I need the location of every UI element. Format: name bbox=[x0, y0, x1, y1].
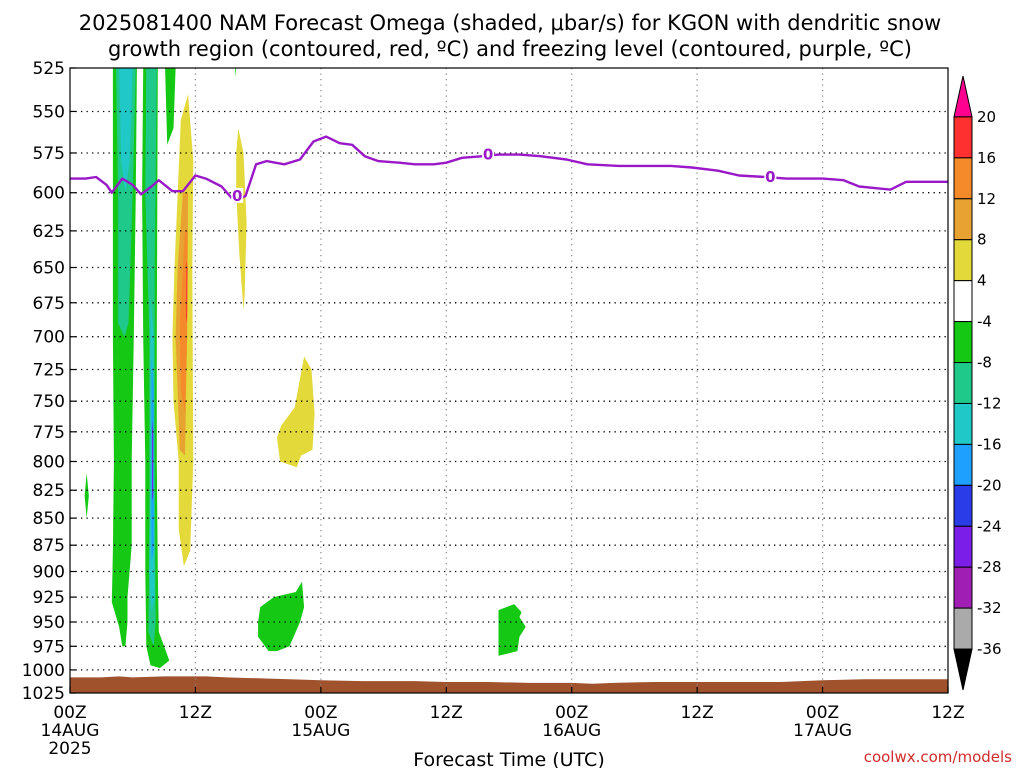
x-tick-label-0: 00Z bbox=[53, 703, 86, 723]
colorbar-swatch-5 bbox=[953, 280, 973, 323]
x-tick-date-4: 16AUG bbox=[542, 721, 601, 741]
y-tick-label-18: 975 bbox=[33, 637, 65, 657]
colorbar-swatch-8 bbox=[953, 402, 973, 445]
y-tick-label-11: 800 bbox=[33, 452, 65, 472]
colorbar-swatch-9 bbox=[953, 443, 973, 486]
colorbar-label-3: 8 bbox=[977, 231, 987, 249]
colorbar-swatch-10 bbox=[953, 484, 973, 527]
x-tick-label-1: 12Z bbox=[179, 703, 212, 723]
y-axis: 525 550 575 600 625 650 675 700 725 750 775 800 825 8… bbox=[22, 59, 76, 704]
y-tick-label-17: 950 bbox=[33, 613, 65, 633]
plot-frame bbox=[69, 67, 949, 694]
colorbar: 20 16 12 8 4 -4 -8 -12 -16 -20 -24 -28 -32 -36 bbox=[953, 75, 1002, 691]
x-tick-label-7: 12Z bbox=[931, 703, 964, 723]
colorbar-swatch-4 bbox=[953, 239, 973, 282]
colorbar-label-1: 16 bbox=[977, 149, 996, 167]
colorbar-label-10: -24 bbox=[977, 517, 1002, 535]
y-tick-label-8: 725 bbox=[33, 361, 65, 381]
colorbar-top-arrow bbox=[953, 75, 973, 118]
y-tick-label-1: 550 bbox=[33, 102, 65, 122]
x-axis-label: Forecast Time (UTC) bbox=[413, 749, 604, 768]
colorbar-label-2: 12 bbox=[977, 190, 996, 208]
y-tick-label-14: 875 bbox=[33, 536, 65, 556]
freezing-level-layer: 0 0 0 bbox=[70, 135, 948, 205]
x-tick-date-2: 15AUG bbox=[291, 721, 350, 741]
omega-region-2 bbox=[119, 68, 133, 193]
colorbar-swatch-7 bbox=[953, 362, 973, 404]
y-tick-label-2: 575 bbox=[33, 144, 65, 164]
omega-region-15 bbox=[277, 356, 315, 468]
x-tick-date-6: 17AUG bbox=[793, 721, 852, 741]
y-tick-label-5: 650 bbox=[33, 259, 65, 279]
colorbar-swatch-1 bbox=[953, 116, 973, 159]
freezing-level-label-1: 0 bbox=[483, 146, 493, 164]
x-tick-year-0: 2025 bbox=[48, 739, 91, 759]
y-tick-label-7: 700 bbox=[33, 328, 65, 348]
colorbar-swatch-3 bbox=[953, 198, 973, 241]
x-tick-label-5: 12Z bbox=[681, 703, 714, 723]
freezing-label-bg-1 bbox=[482, 146, 495, 162]
omega-region-11 bbox=[179, 230, 188, 414]
colorbar-swatch-2 bbox=[953, 157, 973, 200]
y-tick-label-20: 1025 bbox=[22, 684, 65, 704]
colorbar-bottom-arrow bbox=[953, 648, 973, 691]
omega-region-16 bbox=[84, 473, 89, 519]
y-tick-label-9: 750 bbox=[33, 392, 65, 412]
y-tick-label-19: 1000 bbox=[22, 661, 65, 681]
freezing-level-label-0: 0 bbox=[232, 187, 242, 205]
colorbar-swatch-13 bbox=[953, 607, 973, 650]
grid-layer bbox=[70, 68, 948, 693]
freezing-label-bg-2 bbox=[764, 169, 777, 185]
y-tick-label-13: 850 bbox=[33, 509, 65, 529]
chart-subtitle: growth region (contoured, red, ºC) and f… bbox=[108, 37, 912, 61]
omega-region-14 bbox=[235, 68, 237, 77]
colorbar-swatch-6 bbox=[953, 321, 973, 364]
y-tick-label-16: 925 bbox=[33, 588, 65, 608]
omega-region-17 bbox=[258, 581, 305, 652]
omega-region-12 bbox=[186, 260, 188, 324]
colorbar-swatch-11 bbox=[953, 525, 973, 568]
x-tick-label-6: 00Z bbox=[806, 703, 839, 723]
freezing-level-label-2: 0 bbox=[765, 168, 775, 186]
credit-text: coolwx.com/models bbox=[864, 748, 1012, 766]
y-tick-label-3: 600 bbox=[33, 184, 65, 204]
terrain-layer bbox=[70, 676, 948, 693]
freezing-level-line bbox=[70, 135, 948, 204]
omega-region-13 bbox=[236, 128, 247, 310]
y-tick-label-12: 825 bbox=[33, 481, 65, 501]
colorbar-label-5: -4 bbox=[977, 313, 992, 331]
x-tick-date-0: 14AUG bbox=[41, 721, 100, 741]
x-tick-label-2: 00Z bbox=[304, 703, 337, 723]
omega-region-18 bbox=[498, 604, 526, 656]
freezing-label-bg-0 bbox=[231, 187, 244, 203]
x-tick-label-3: 12Z bbox=[430, 703, 463, 723]
omega-region-8 bbox=[165, 68, 176, 145]
colorbar-label-7: -12 bbox=[977, 394, 1002, 412]
colorbar-label-9: -20 bbox=[977, 476, 1002, 494]
colorbar-label-6: -8 bbox=[977, 354, 992, 372]
y-tick-label-4: 625 bbox=[33, 222, 65, 242]
colorbar-label-11: -28 bbox=[977, 558, 1002, 576]
y-tick-label-0: 525 bbox=[33, 59, 65, 79]
colorbar-label-12: -32 bbox=[977, 599, 1002, 617]
colorbar-swatch-12 bbox=[953, 566, 973, 609]
chart-title: 2025081400 NAM Forecast Omega (shaded, μ… bbox=[79, 11, 941, 35]
y-tick-label-6: 675 bbox=[33, 294, 65, 314]
y-tick-label-15: 900 bbox=[33, 563, 65, 583]
omega-region-7 bbox=[152, 419, 154, 502]
colorbar-label-0: 20 bbox=[977, 108, 996, 126]
y-tick-label-10: 775 bbox=[33, 423, 65, 443]
colorbar-label-4: 4 bbox=[977, 272, 987, 290]
colorbar-label-13: -36 bbox=[977, 640, 1002, 658]
omega-shading-layer bbox=[84, 68, 526, 669]
terrain-fill bbox=[70, 676, 948, 693]
x-tick-label-4: 00Z bbox=[555, 703, 588, 723]
colorbar-label-8: -16 bbox=[977, 435, 1002, 453]
